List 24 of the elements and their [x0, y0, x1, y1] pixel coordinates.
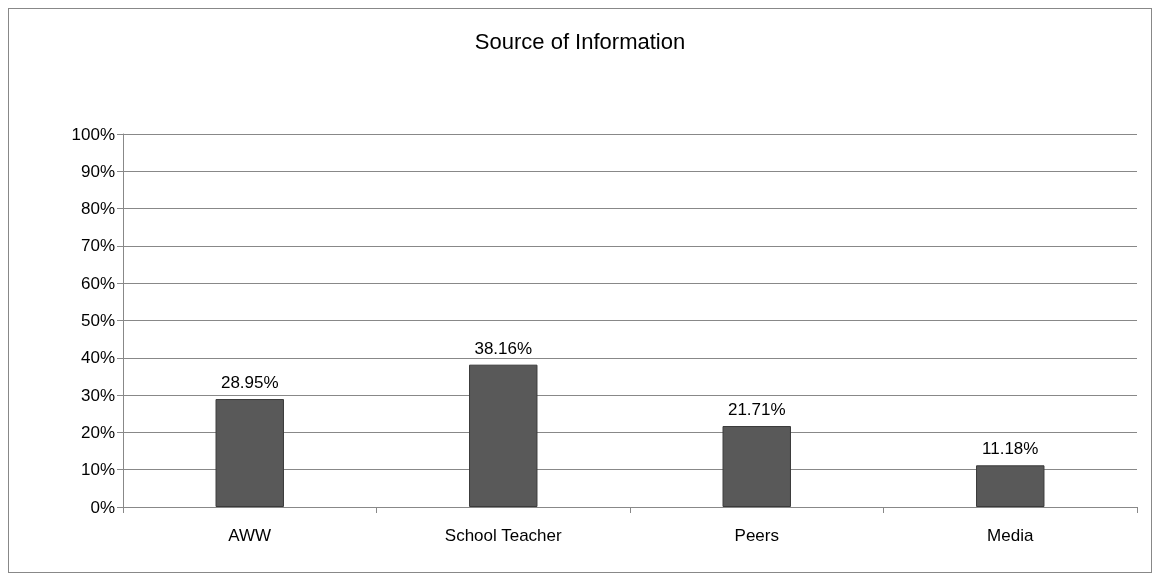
y-tick-label: 90% — [80, 161, 115, 181]
data-label: 28.95% — [220, 373, 279, 393]
bar — [722, 426, 791, 507]
bar — [976, 465, 1045, 507]
bar — [215, 399, 284, 507]
y-tick-label: 100% — [71, 124, 115, 144]
bar — [469, 364, 538, 507]
y-tick-label: 10% — [80, 460, 115, 480]
y-tick-label: 20% — [80, 422, 115, 442]
y-tick-label: 50% — [80, 311, 115, 330]
y-tick-label: 80% — [80, 199, 115, 219]
x-tick-label: School Teacher — [444, 526, 563, 545]
data-label: 11.18% — [982, 439, 1039, 459]
y-tick-label: 70% — [80, 236, 115, 256]
x-tick-label: Peers — [734, 526, 779, 545]
y-tick-label: 30% — [80, 385, 115, 405]
y-tick-label: 60% — [80, 273, 115, 293]
chart-title: Source of Information — [474, 28, 686, 54]
x-tick-label: AWW — [228, 526, 272, 545]
data-label: 38.16% — [474, 338, 533, 358]
data-label: 21.71% — [727, 400, 786, 420]
x-tick-label: Media — [987, 526, 1034, 545]
y-tick-label: 0% — [90, 497, 115, 517]
y-tick-label: 40% — [80, 348, 115, 368]
